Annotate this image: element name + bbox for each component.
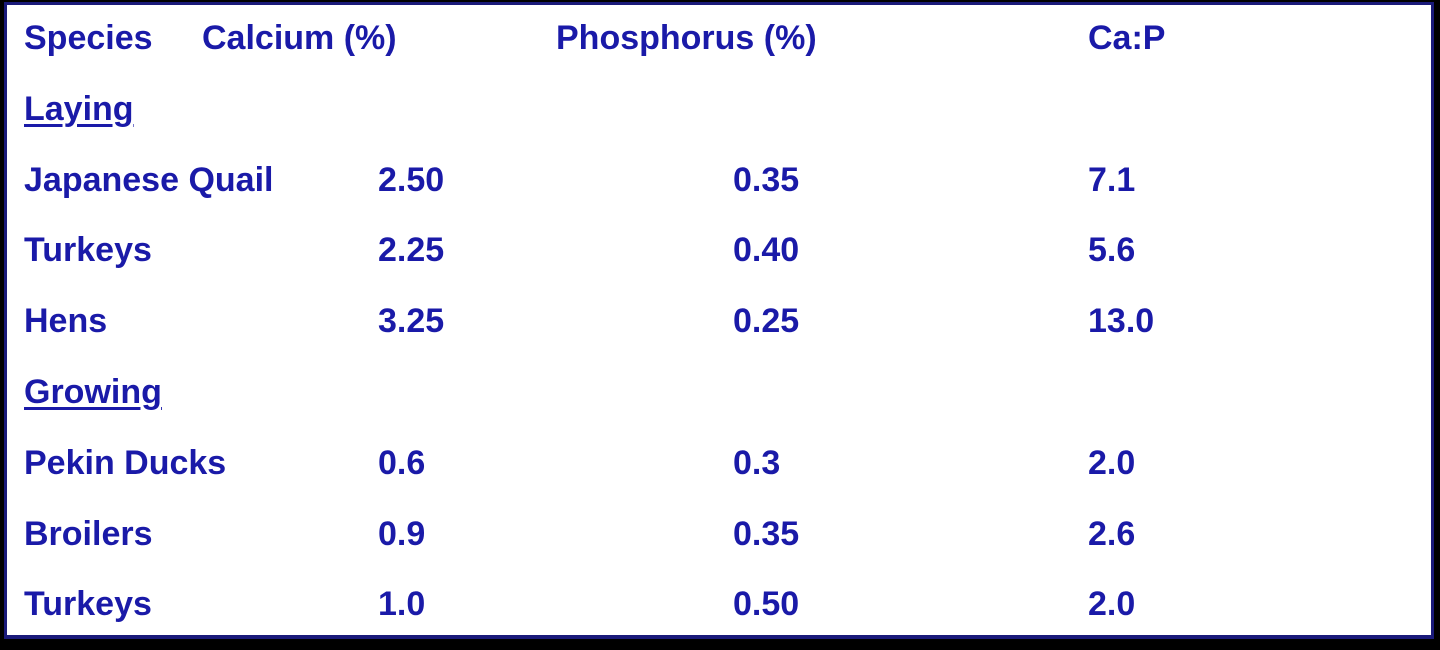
section-title: Laying <box>24 89 134 128</box>
table-cell: 0.40 <box>733 231 800 270</box>
table-cell: 2.25 <box>378 231 445 270</box>
table-cell: 0.35 <box>733 160 800 199</box>
table-cell: 0.25 <box>733 302 800 341</box>
column-header: Ca:P <box>1088 19 1166 57</box>
table-cell: 0.35 <box>733 514 800 553</box>
table-cell: 3.25 <box>378 302 445 341</box>
column-header: Phosphorus (%) <box>556 19 817 57</box>
species-name: Pekin Ducks <box>24 443 227 482</box>
table-cell: 13.0 <box>1088 302 1155 341</box>
table: Species Calcium (%) Phosphorus (%) Ca:P Layi… <box>4 2 1434 639</box>
table-cell: 0.9 <box>378 514 426 553</box>
species-name: Japanese Quail <box>24 160 274 199</box>
table-cell: 0.6 <box>378 443 426 482</box>
column-header: Calcium (%) <box>202 19 397 57</box>
table-cell: 7.1 <box>1088 160 1136 199</box>
table-cell: 1.0 <box>378 585 426 624</box>
species-name: Hens <box>24 302 108 341</box>
table-cell: 5.6 <box>1088 231 1136 270</box>
species-name: Broilers <box>24 514 153 553</box>
table-cell: 0.3 <box>733 443 781 482</box>
species-name: Turkeys <box>24 231 152 270</box>
section-title: Growing <box>24 373 162 411</box>
column-header: Species <box>24 19 153 57</box>
table-cell: 2.0 <box>1088 443 1136 482</box>
table-cell: 2.0 <box>1088 585 1136 624</box>
species-name: Turkeys <box>24 585 152 624</box>
table-cell: 2.50 <box>378 160 445 199</box>
table-cell: 2.6 <box>1088 514 1136 553</box>
table-cell: 0.50 <box>733 585 800 624</box>
